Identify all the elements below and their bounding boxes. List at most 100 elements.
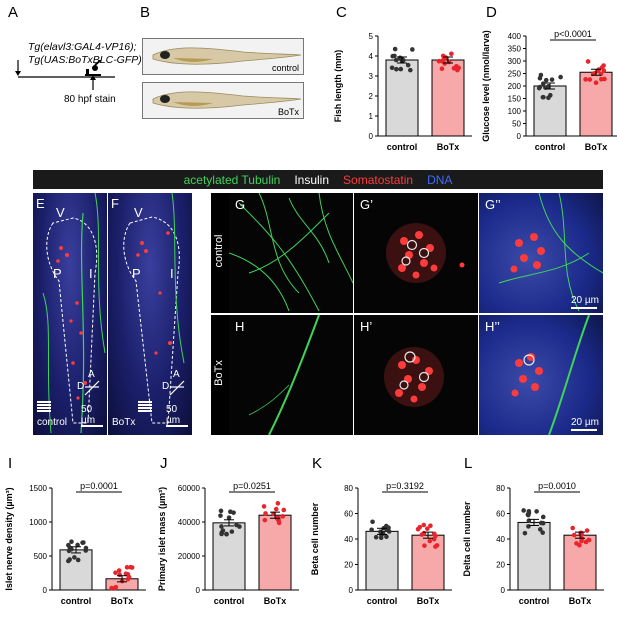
bar-botx	[411, 534, 445, 591]
y-axis-label: Primary islet mass (µm³)	[157, 487, 167, 591]
stain-time-label: 80 hpf stain	[64, 94, 116, 105]
y-tick-label: 350	[508, 45, 522, 54]
fish-label-control: control	[271, 63, 299, 73]
data-point	[583, 539, 589, 545]
micrograph-h-double-prime: H’’ 20 µm	[479, 315, 603, 435]
data-point	[373, 534, 379, 540]
data-point	[585, 59, 591, 64]
scale-bar	[81, 425, 103, 427]
data-point	[593, 80, 599, 86]
y-tick-label: 0	[43, 586, 48, 595]
category-label: BoTx	[264, 596, 287, 606]
category-label: BoTx	[437, 142, 460, 152]
transgene-line-2: Tg(UAS:BoTxBLC-GFP)	[28, 54, 142, 66]
stack-icon	[37, 401, 51, 413]
data-point	[537, 527, 543, 532]
data-point	[546, 84, 551, 89]
panel-label-b: B	[140, 4, 151, 21]
p-value-label: p=0.0251	[233, 481, 271, 491]
data-point	[262, 517, 268, 523]
y-tick-label: 20	[344, 561, 353, 570]
y-tick-label: 20000	[178, 552, 201, 561]
data-point	[540, 530, 545, 535]
stack-icon	[138, 401, 152, 413]
data-point	[536, 85, 542, 91]
condition-label: control	[37, 417, 68, 428]
y-tick-label: 0	[369, 132, 374, 141]
panel-label-h-double-prime: H’’	[485, 319, 500, 334]
y-tick-label: 60000	[178, 484, 201, 493]
data-point	[443, 55, 449, 60]
panel-label-j: J	[160, 455, 168, 472]
timeline-diagram	[15, 60, 115, 90]
scale-bar-label: 50 µm	[166, 404, 181, 426]
data-point	[220, 528, 226, 533]
data-point	[415, 526, 421, 532]
data-point	[422, 543, 427, 548]
y-tick-label: 150	[508, 95, 522, 104]
data-point	[538, 520, 544, 526]
micrograph-g-double-prime: G’’ 20 µm	[479, 193, 603, 313]
y-tick-label: 20	[496, 561, 505, 570]
data-point	[521, 508, 526, 513]
chart-delta-cell-number: 0 20 40 60 80 Delta cell number control BoTx p=0…	[462, 481, 604, 606]
axis-dorsal: D	[162, 381, 170, 392]
y-tick-label: 250	[508, 70, 522, 79]
fish-label-botx: BoTx	[277, 107, 299, 117]
panel-label-k: K	[312, 455, 323, 472]
data-point	[263, 511, 268, 516]
fish-image-botx: BoTx	[142, 82, 304, 119]
stain-legend: acetylated Tubulin Insulin Somatostatin …	[33, 170, 603, 189]
data-point	[449, 51, 454, 57]
data-point	[439, 66, 445, 72]
data-point	[219, 524, 224, 529]
row-label-botx: BoTx	[213, 360, 225, 386]
data-point	[579, 538, 584, 544]
data-point	[83, 545, 89, 551]
data-point	[380, 531, 386, 536]
data-point	[425, 526, 430, 531]
y-tick-label: 50	[512, 120, 521, 129]
data-point	[218, 513, 223, 518]
data-point	[370, 519, 375, 525]
legend-dna: DNA	[427, 172, 453, 187]
data-point	[433, 533, 438, 539]
panel-label-a: A	[8, 4, 19, 21]
data-point	[540, 81, 546, 86]
data-point	[526, 510, 532, 516]
data-point	[67, 545, 73, 551]
data-point	[446, 59, 452, 65]
bar-control	[365, 530, 399, 591]
data-point	[455, 67, 460, 73]
micrograph-h: H	[229, 315, 353, 435]
data-point	[587, 77, 593, 82]
data-point	[537, 75, 543, 81]
data-point	[389, 65, 395, 71]
bar-botx	[258, 514, 292, 591]
y-tick-label: 400	[508, 32, 522, 41]
axis-anterior: A	[88, 369, 95, 380]
y-axis-label: Beta cell number	[310, 502, 320, 575]
data-point	[69, 539, 74, 544]
y-tick-label: 40	[496, 535, 505, 544]
data-point	[229, 529, 235, 534]
data-point	[261, 504, 267, 509]
data-point	[436, 58, 442, 64]
micrograph-e: V P I control 50 µm A D	[33, 193, 107, 435]
y-tick-label: 100	[508, 107, 522, 116]
panel-label-g-double-prime: G’’	[485, 197, 501, 212]
legend-tubulin: acetylated Tubulin	[183, 172, 281, 187]
data-point	[384, 534, 389, 540]
scale-bar	[571, 307, 597, 309]
y-tick-label: 200	[508, 82, 522, 91]
panel-label-g: G	[235, 197, 246, 212]
category-label: control	[387, 142, 418, 152]
data-point	[570, 525, 575, 531]
data-point	[558, 74, 563, 80]
data-point	[577, 542, 582, 548]
data-point	[408, 67, 413, 73]
category-label: control	[519, 596, 550, 606]
data-point	[369, 527, 374, 533]
condition-label: BoTx	[112, 417, 136, 428]
data-point	[123, 571, 129, 576]
